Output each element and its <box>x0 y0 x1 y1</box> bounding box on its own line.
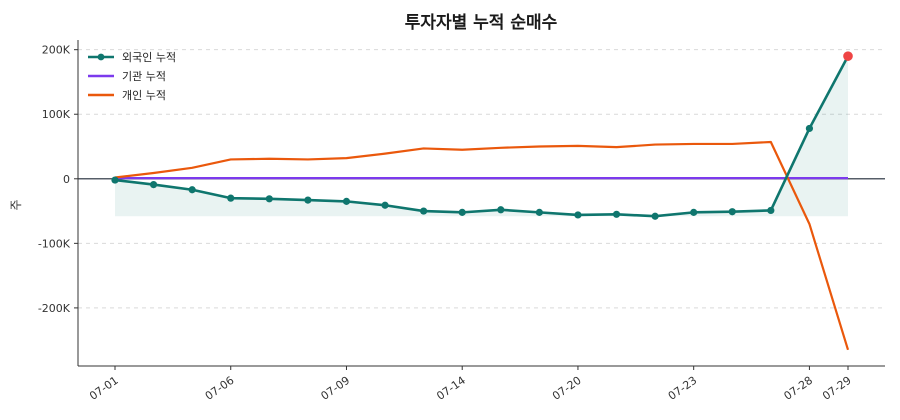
data-point <box>535 208 543 216</box>
data-point <box>111 176 119 184</box>
data-point <box>458 208 466 216</box>
legend-label: 개인 누적 <box>122 89 166 102</box>
data-point <box>381 201 389 209</box>
x-tick-label: 07-06 <box>203 374 237 403</box>
fill-area-layer <box>115 56 848 217</box>
x-tick-label: 07-09 <box>319 374 353 403</box>
x-tick-labels: 07-01 07-06 07-09 07-14 07-20 07-23 07-28 07-29 <box>87 366 854 403</box>
data-point <box>728 208 736 216</box>
data-point <box>651 212 659 220</box>
data-point <box>612 210 621 218</box>
data-point <box>265 195 273 203</box>
x-tick-label: 07-20 <box>550 374 584 403</box>
data-point <box>805 124 814 133</box>
series-line <box>114 55 850 218</box>
x-tick-label: 07-14 <box>434 374 468 403</box>
y-tick-label: -200K <box>38 302 71 315</box>
y-tick-label: 200K <box>42 44 71 57</box>
chart-title: 투자자별 누적 순매수 <box>405 13 558 33</box>
y-tick-labels: -200K -100K 0 100K 200K <box>38 44 78 315</box>
series-line <box>114 140 850 351</box>
y-axis-label: 주 <box>9 199 23 210</box>
legend-label: 외국인 누적 <box>122 51 176 64</box>
y-tick-label: 0 <box>63 173 70 186</box>
data-point <box>304 196 312 204</box>
y-tick-label: 100K <box>42 108 71 121</box>
axes <box>77 40 885 367</box>
x-tick-label: 07-29 <box>820 374 854 403</box>
legend-label: 기관 누적 <box>122 70 166 83</box>
data-point <box>188 186 196 194</box>
data-point <box>342 197 351 205</box>
x-tick-label: 07-23 <box>666 374 700 403</box>
foreign-fill-area <box>115 56 848 217</box>
data-point <box>574 211 582 219</box>
data-point <box>690 208 698 216</box>
data-point <box>227 194 235 202</box>
x-tick-label: 07-28 <box>781 374 815 403</box>
series-layer <box>111 51 853 351</box>
highlight-point <box>843 51 853 61</box>
x-tick-label: 07-01 <box>87 374 121 403</box>
data-point <box>767 206 775 215</box>
y-tick-label: -100K <box>38 237 71 250</box>
data-point <box>420 207 428 215</box>
data-point <box>149 181 158 189</box>
grid-lines <box>78 49 885 309</box>
data-point <box>497 206 505 214</box>
legend-marker <box>97 53 105 61</box>
